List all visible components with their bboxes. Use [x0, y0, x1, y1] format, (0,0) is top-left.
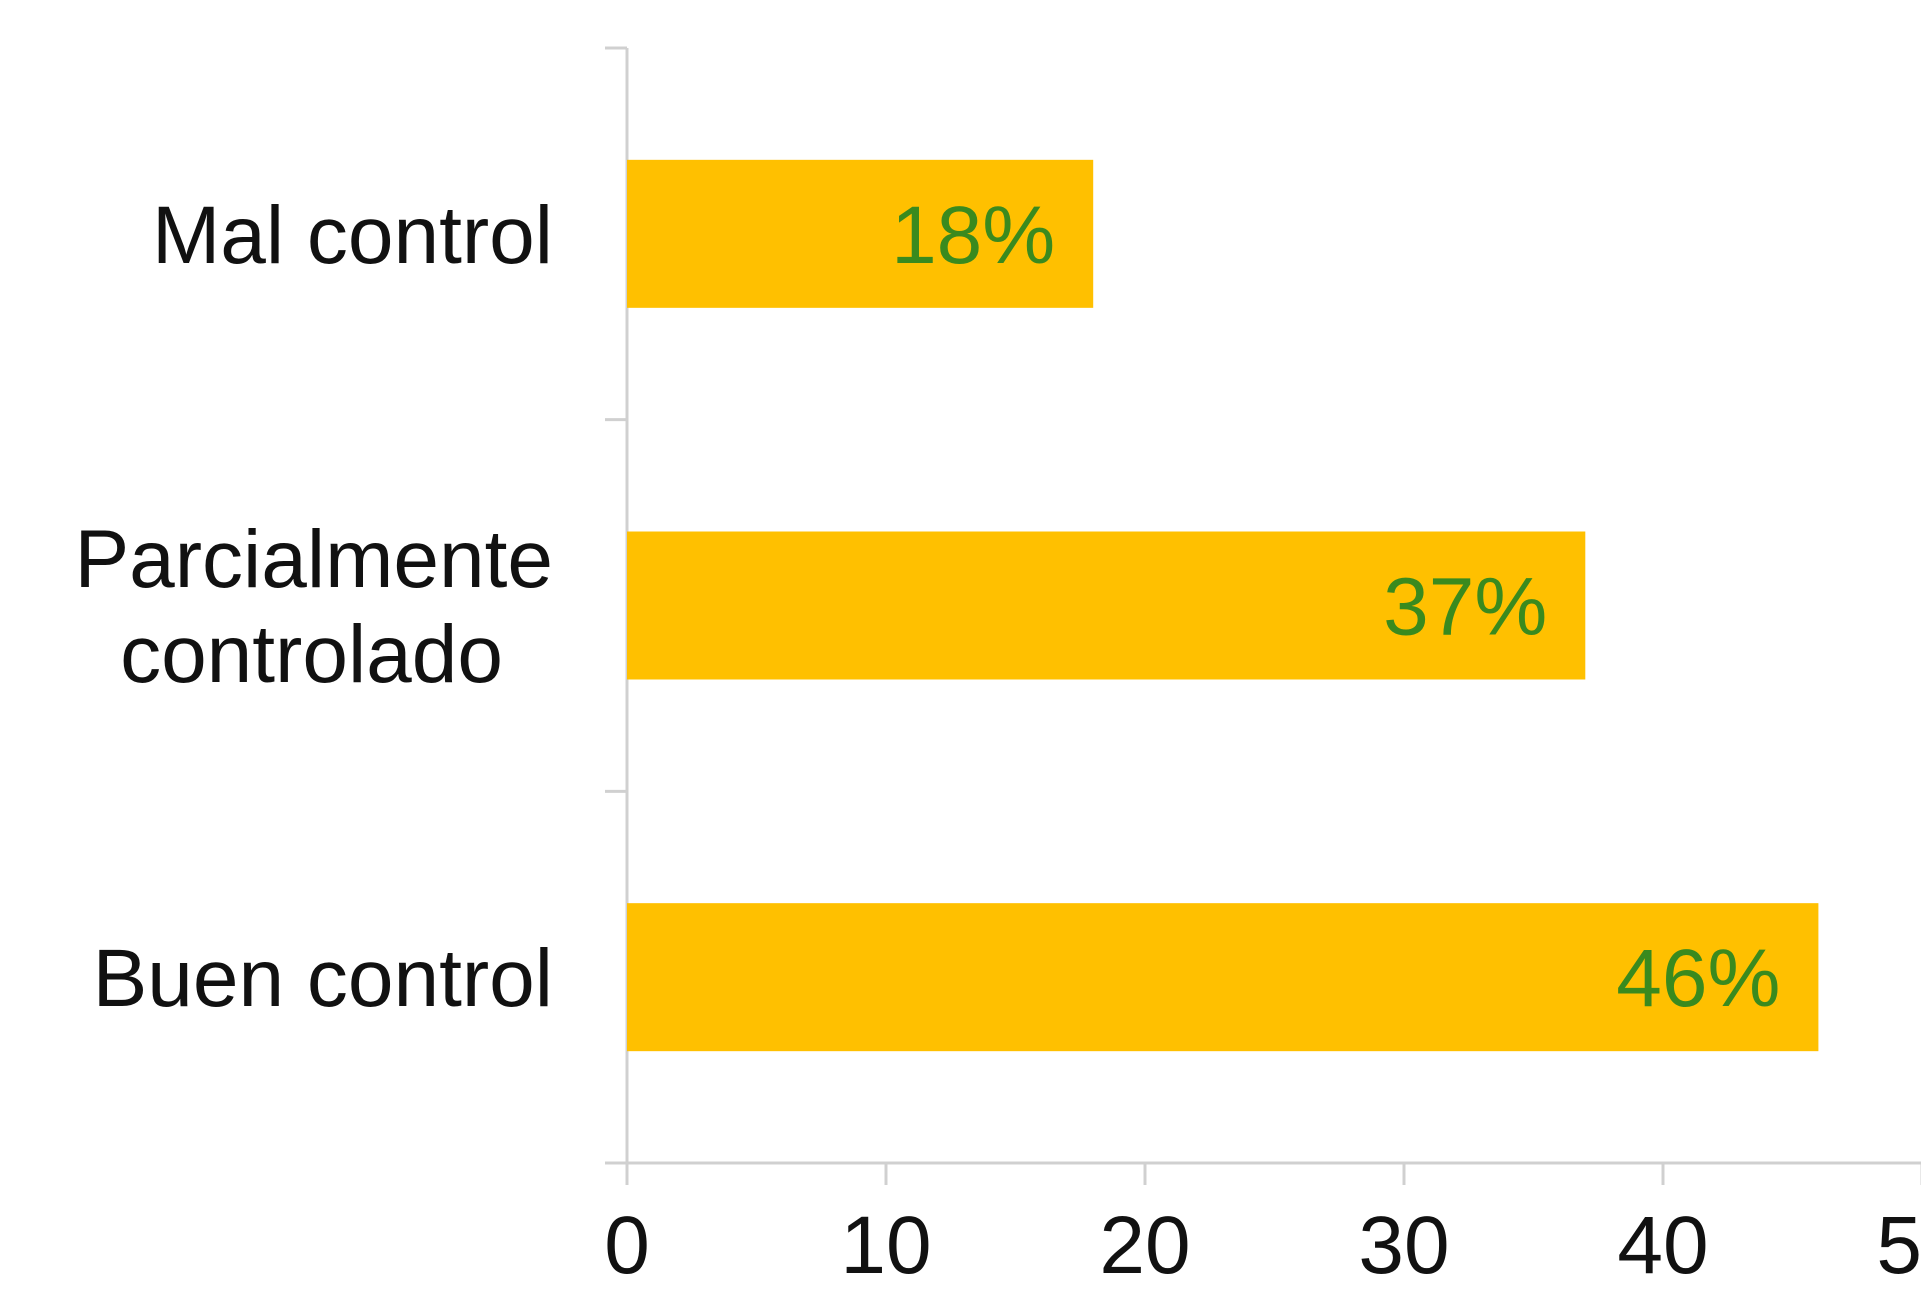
x-tick-label: 30	[1358, 1200, 1449, 1291]
data-label: 37%	[1383, 562, 1547, 653]
bar	[627, 159, 1094, 308]
bars	[627, 159, 1819, 1052]
category-label-line: Parcialmente	[74, 514, 553, 605]
category-label: Mal control	[152, 190, 553, 281]
x-tick-label: 20	[1099, 1200, 1190, 1291]
labels: 0 10 20 30 40 50 18% Mal control 37% Parcialmente…	[74, 190, 1921, 1291]
category-label: Buen control	[93, 933, 553, 1024]
x-tick-label: 40	[1617, 1200, 1708, 1291]
x-tick-label: 10	[840, 1200, 931, 1291]
data-label: 18%	[891, 190, 1055, 281]
bar	[627, 531, 1586, 680]
category-label: Parcialmente controlado	[74, 514, 553, 700]
x-tick-label: 0	[604, 1200, 650, 1291]
category-label-line: controlado	[120, 609, 503, 700]
data-label: 46%	[1616, 933, 1780, 1024]
bar	[627, 903, 1819, 1052]
x-tick-label: 50	[1876, 1200, 1921, 1291]
